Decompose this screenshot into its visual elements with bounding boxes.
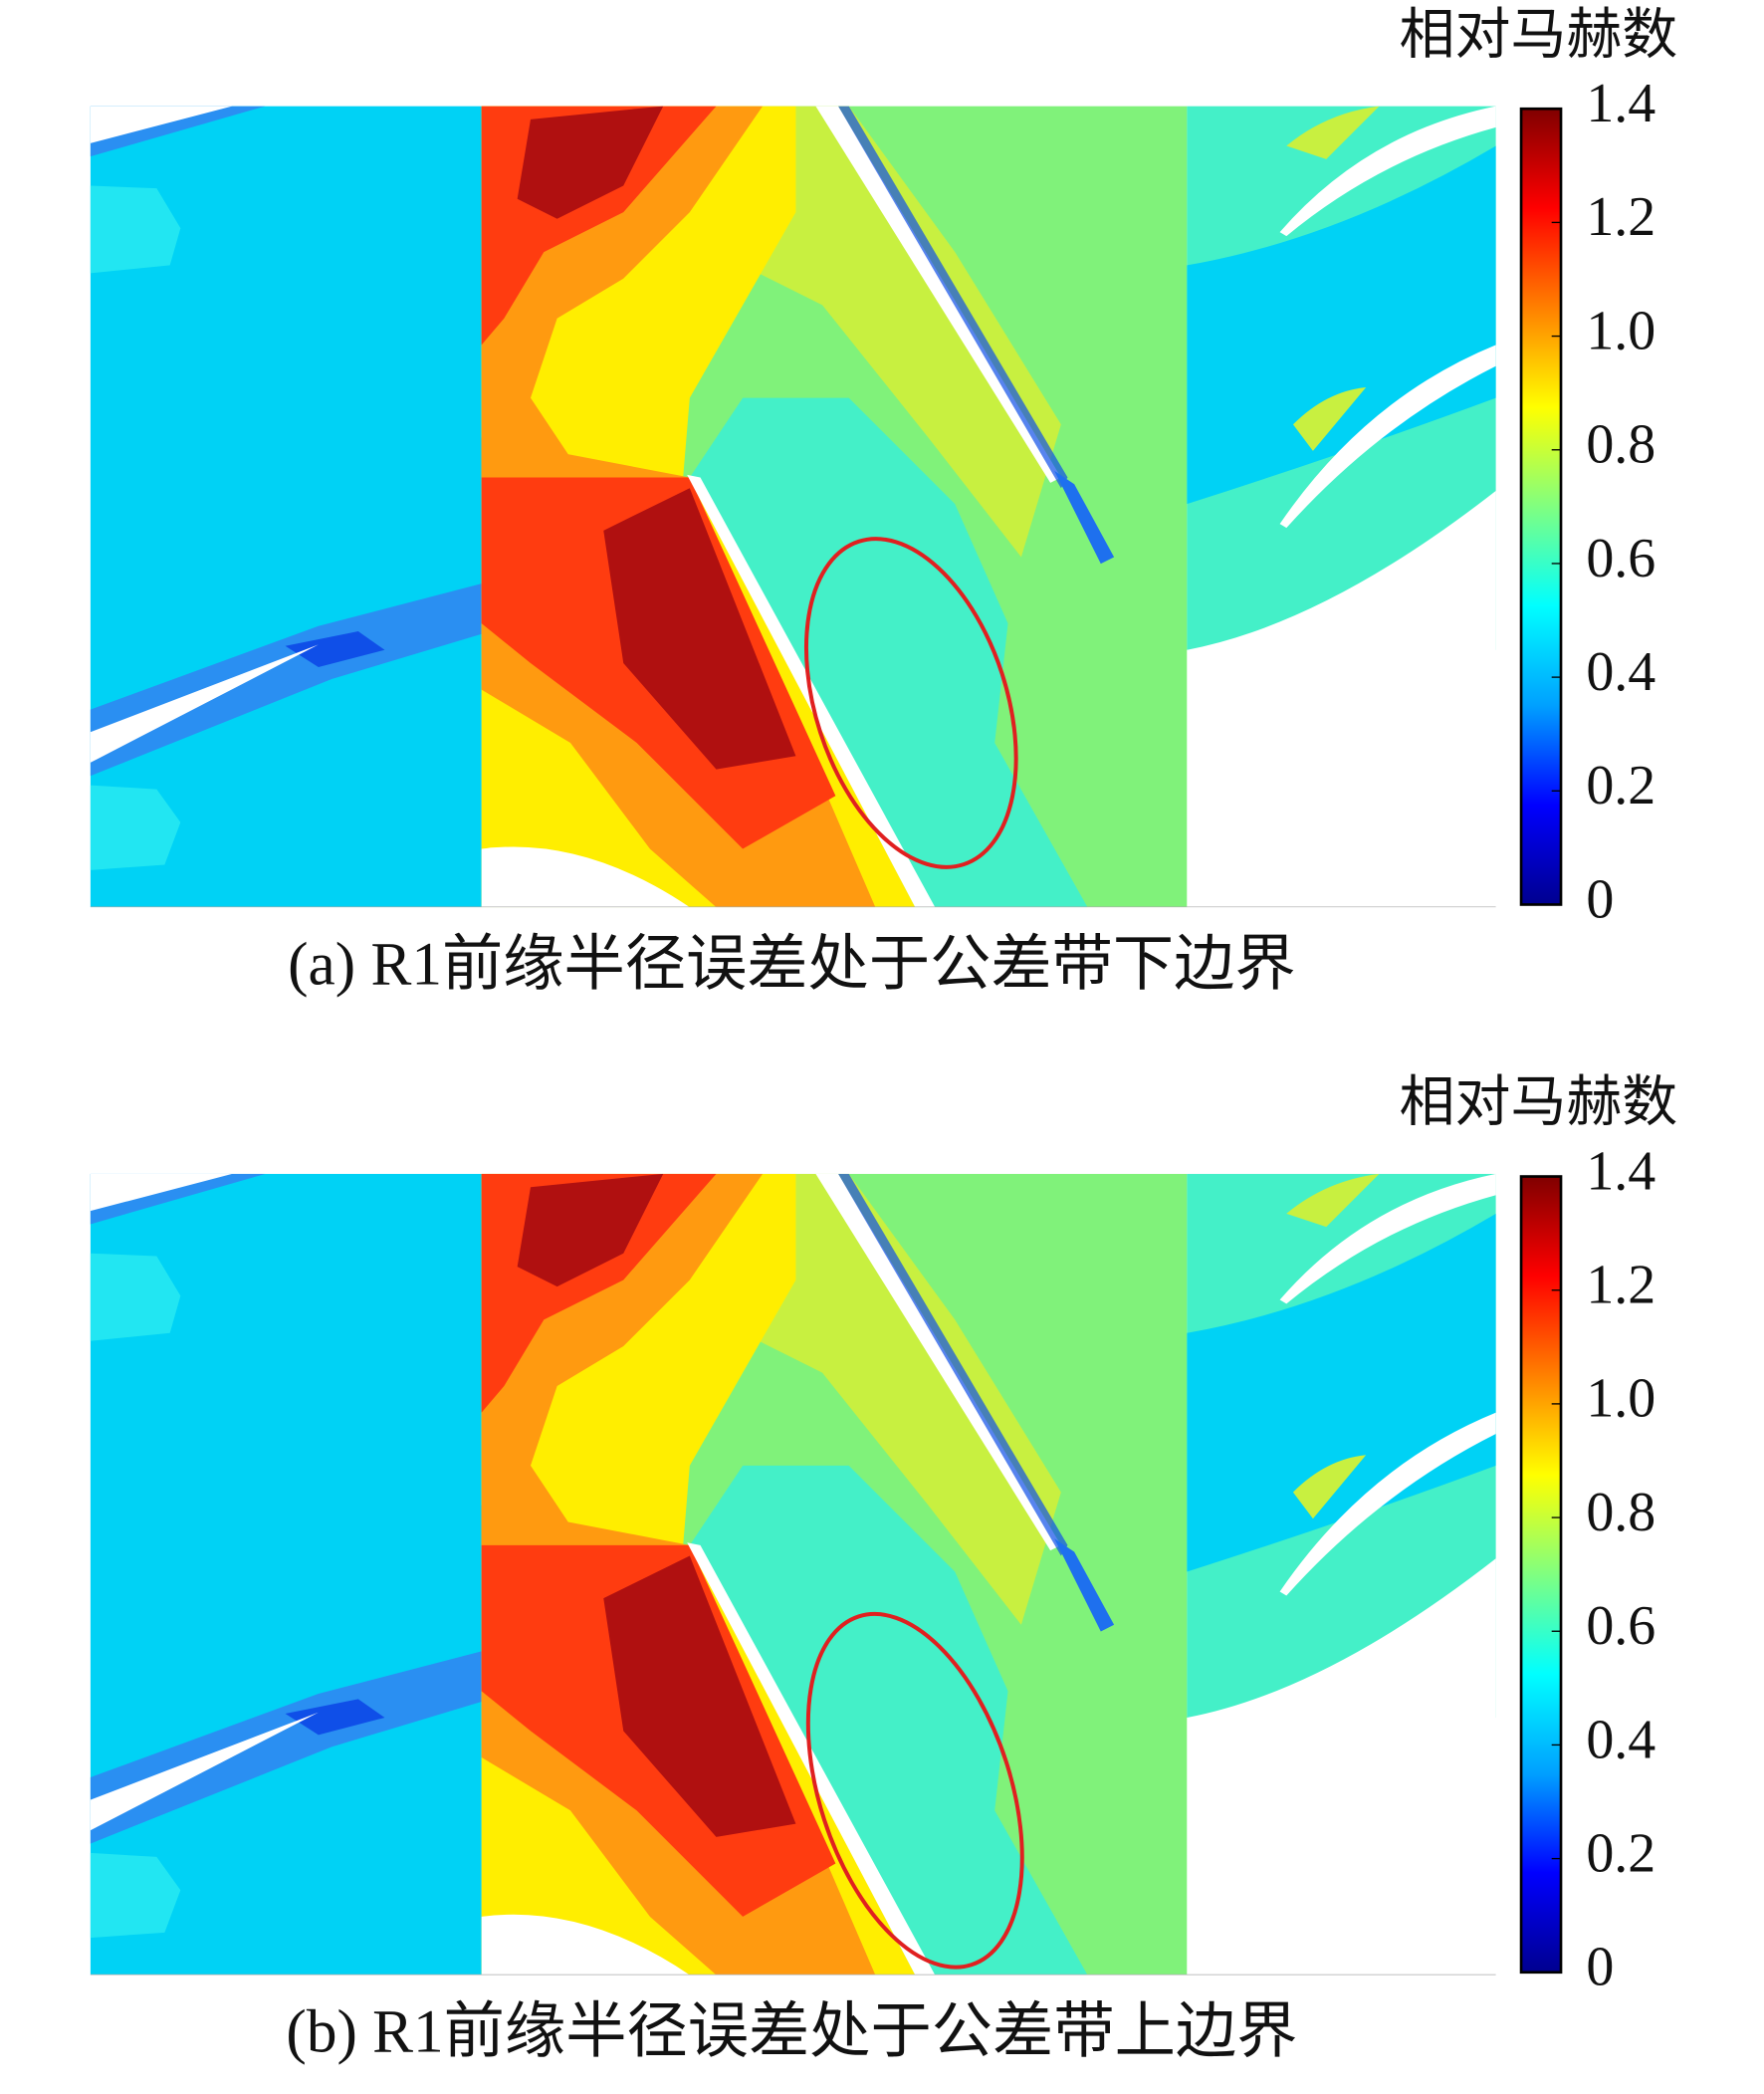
colorbar <box>1519 107 1563 906</box>
tick-label: 0.2 <box>1586 1822 1655 1884</box>
tick-label: 0.8 <box>1586 414 1655 476</box>
tick-label: 1.2 <box>1586 186 1655 248</box>
tick-label: 0.6 <box>1586 528 1655 589</box>
contour-field <box>91 107 1496 908</box>
highlight-ellipse <box>803 537 1018 869</box>
tick-label: 1.2 <box>1586 1255 1655 1316</box>
caption: (b) R1前缘半径误差处于公差带上边界 <box>286 1998 1297 2066</box>
caption: (a) R1前缘半径误差处于公差带下边界 <box>288 930 1296 998</box>
tick-label: 1.0 <box>1586 1368 1655 1430</box>
tick-label: 0 <box>1586 1937 1614 1998</box>
tick-label: 0.2 <box>1586 755 1655 816</box>
tick-label: 1.0 <box>1586 300 1655 361</box>
tick-label: 1.4 <box>1586 73 1655 134</box>
colorbar-title: 相对马赫数 <box>1400 4 1678 66</box>
contour-field <box>91 1174 1496 1976</box>
highlight-ellipse <box>805 1611 1024 1970</box>
tick-label: 0 <box>1586 868 1614 930</box>
tick-label: 1.4 <box>1586 1140 1655 1202</box>
tick-label: 0.4 <box>1586 1709 1655 1770</box>
tick-label: 0.6 <box>1586 1595 1655 1657</box>
colorbar-title: 相对马赫数 <box>1400 1072 1678 1134</box>
colorbar <box>1519 1175 1563 1975</box>
tick-label: 0.4 <box>1586 641 1655 703</box>
tick-label: 0.8 <box>1586 1482 1655 1543</box>
